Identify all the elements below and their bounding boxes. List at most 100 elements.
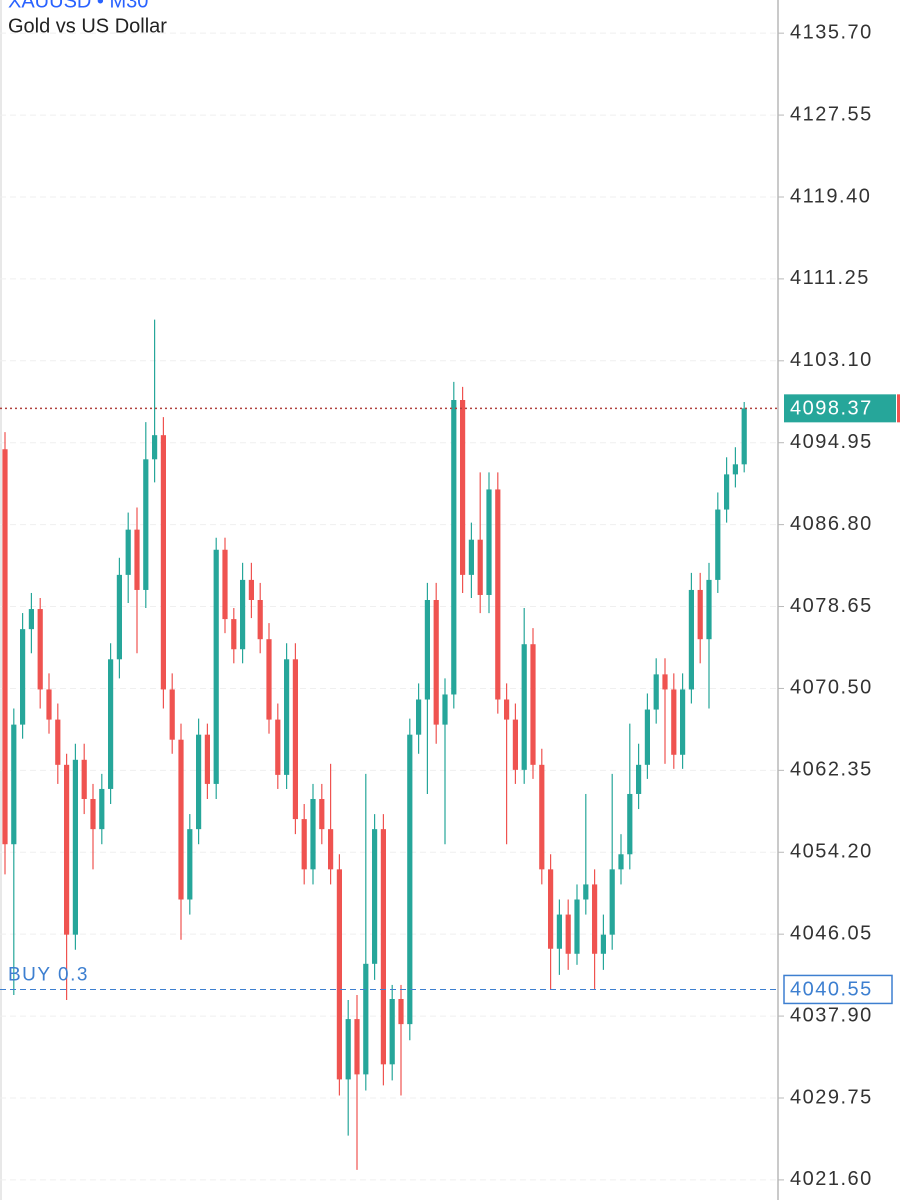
candle-body [354,1019,360,1075]
candle-body [160,435,166,690]
candle-body [28,609,34,630]
grid: 4135.70 4127.55 4119.40 4111.25 4103.10 4094.… [0,21,873,1190]
candle-body [662,674,668,690]
candle-body [583,884,589,900]
candle-body [336,869,342,1080]
candle-body [521,644,527,770]
candle-body [345,1019,351,1080]
candle-body [284,659,290,775]
candle-body [266,639,272,720]
chart-subtitle: Gold vs US Dollar [8,15,167,37]
candle-body [477,539,483,595]
candle-body [152,435,158,460]
overlays: 4098.37 BUY 0.3 4040.55 [0,394,900,1005]
candle-body [565,914,571,954]
candle-body [609,869,615,935]
y-tick-label: 4021.60 [790,1168,873,1190]
candle-body [380,829,386,1065]
candle-body [125,529,131,575]
y-tick-label: 4046.05 [790,922,873,944]
candle-body [600,934,606,954]
candle-body [37,609,43,690]
price-label-marker [897,394,900,423]
candle-body [55,719,61,765]
candle-body [451,400,457,695]
candle-body [653,674,659,710]
candle-body [495,489,501,700]
candle-body [460,400,466,575]
y-tick-label: 4029.75 [790,1086,873,1108]
candle-body [116,574,122,660]
y-tick-label: 4119.40 [790,185,871,207]
order-value-label: 4040.55 [790,979,873,1001]
candle-body [732,464,738,475]
candle-body [407,734,413,1025]
candle-body [275,719,281,775]
candle-body [389,998,395,1065]
candle-body [231,619,237,650]
candle-body [20,629,26,725]
candle-body [486,489,492,595]
price-label: 4098.37 [790,398,873,420]
candle-body [468,539,474,575]
chart-title: XAUUSD • M30 [8,0,148,12]
candle-body [108,659,114,789]
candle-body [292,659,298,820]
candle-body [222,549,228,620]
candle-body [178,739,184,900]
candle-body [706,579,712,640]
candle-body [196,734,202,830]
candle-body [433,600,439,725]
order-value-box [783,974,893,1005]
candle-body [512,719,518,770]
y-tick-label: 4070.50 [790,677,873,699]
candle-body [64,764,70,935]
candles [2,319,747,1170]
candle-body [187,829,193,900]
y-tick-label: 4078.65 [790,595,873,617]
candle-body [548,869,554,949]
y-tick-label: 4037.90 [790,1004,873,1026]
candle-body [636,764,642,794]
y-tick-label: 4094.95 [790,431,873,453]
candle-body [724,474,730,510]
candle-body [328,829,334,870]
price-label-box [784,394,896,423]
candle-body [372,829,378,964]
y-tick-label: 4054.20 [790,841,873,863]
candle-body [416,699,422,735]
candle-body [319,798,325,830]
candle-body [11,724,17,845]
candle-body [169,689,175,740]
candle-body [504,699,510,720]
candle-body [398,998,404,1025]
y-tick-label: 4135.70 [790,21,873,43]
candle-body [363,963,369,1075]
order-label: BUY 0.3 [8,964,89,985]
candle-body [697,589,703,640]
candle-body [2,449,8,845]
candle-body [530,644,536,765]
candle-body [301,819,307,870]
y-tick-label: 4086.80 [790,513,873,535]
candle-body [81,759,87,799]
candle-body [618,854,624,870]
candle-body [248,579,254,600]
candle-body [671,689,677,755]
candle-body [99,788,105,830]
candle-body [90,798,96,830]
candle-body [240,579,246,650]
candle-body [556,914,562,949]
candle-body [310,798,316,870]
candle-body [688,589,694,690]
candle-body [741,408,747,465]
candle-body [257,600,263,640]
candle-body [204,734,210,784]
candle-body [539,764,545,870]
candle-body [72,759,78,935]
y-tick-label: 4103.10 [790,349,873,371]
y-tick-label: 4062.35 [790,759,873,781]
y-tick-label: 4127.55 [790,103,873,125]
